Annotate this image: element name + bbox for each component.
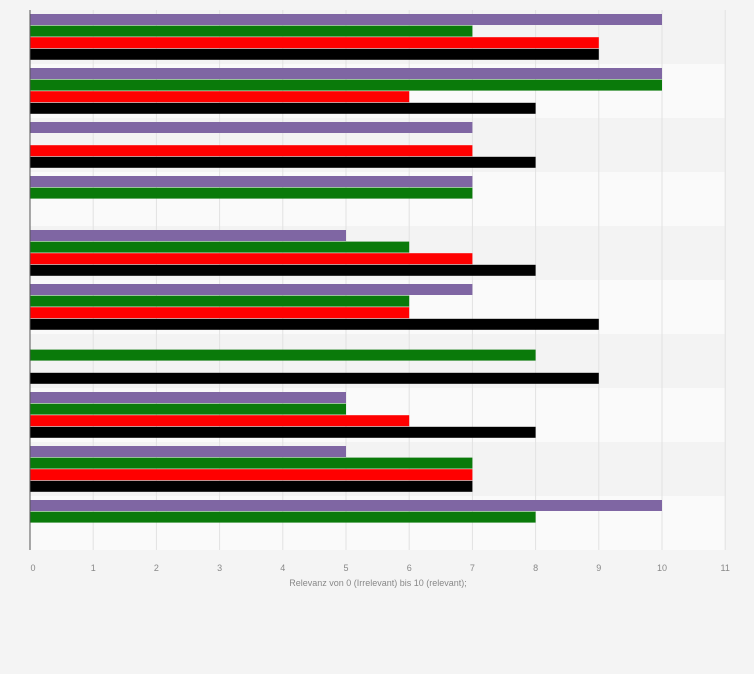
x-tick-label: 10	[657, 563, 667, 573]
x-tick-label: 11	[721, 563, 730, 573]
x-axis-label: Relevanz von 0 (Irrelevant) bis 10 (rele…	[289, 578, 467, 588]
bar	[30, 415, 410, 427]
bar	[30, 480, 473, 492]
bar	[30, 176, 473, 187]
x-tick-label: 6	[407, 563, 412, 573]
x-tick-label: 8	[533, 563, 538, 573]
bar	[30, 511, 536, 523]
bar	[30, 403, 346, 415]
bar	[30, 14, 662, 25]
x-tick-label: 5	[343, 563, 348, 573]
bar	[30, 457, 473, 469]
x-tick-label: 1	[91, 563, 96, 573]
x-tick-label: 3	[217, 563, 222, 573]
bar	[30, 426, 536, 438]
bar	[30, 230, 346, 241]
x-tick-label: 2	[154, 563, 159, 573]
bar	[30, 68, 662, 79]
bar	[30, 469, 473, 481]
bar	[30, 241, 410, 253]
bar	[30, 102, 536, 114]
bar	[30, 372, 599, 384]
bar	[30, 37, 599, 49]
x-tick-label: 0	[30, 563, 35, 573]
bar	[30, 253, 473, 265]
bar	[30, 48, 599, 60]
bar	[30, 500, 662, 511]
bar	[30, 25, 473, 37]
bar	[30, 79, 662, 91]
x-tick-label: 4	[280, 563, 285, 573]
bar	[30, 122, 473, 133]
bar	[30, 392, 346, 403]
bar	[30, 187, 473, 199]
bar	[30, 307, 410, 319]
bar	[30, 349, 536, 361]
bars	[30, 14, 662, 523]
bar	[30, 145, 473, 157]
bar	[30, 91, 410, 103]
x-tick-label: 9	[596, 563, 601, 573]
bar	[30, 446, 346, 457]
x-tick-labels: 0 1 2 3 4 5 6 7 8 9 10 11	[30, 563, 729, 573]
bar	[30, 295, 410, 307]
bar	[30, 156, 536, 168]
category-bands	[30, 10, 726, 550]
bar	[30, 284, 473, 295]
bar	[30, 318, 599, 330]
x-tick-label: 7	[470, 563, 475, 573]
bar	[30, 264, 536, 276]
